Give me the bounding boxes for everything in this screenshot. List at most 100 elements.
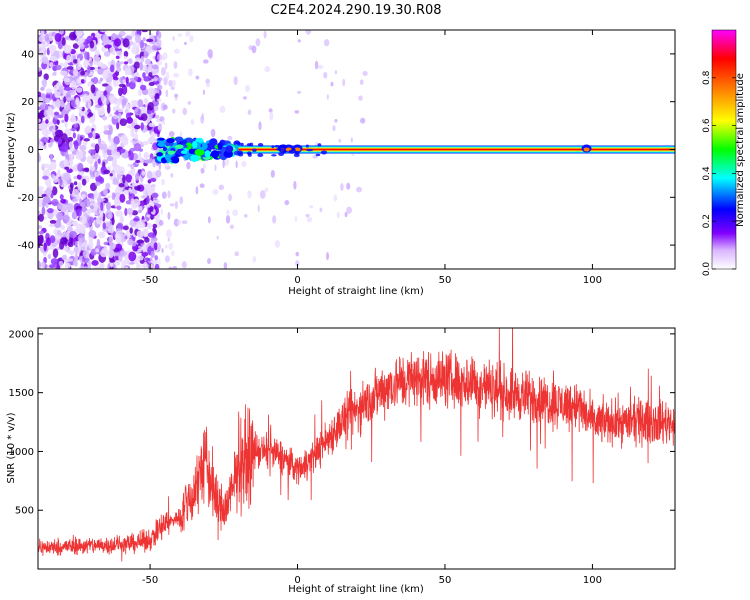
noise-speckle — [76, 106, 83, 110]
noise-speckle — [201, 112, 204, 120]
noise-speckle — [141, 219, 146, 223]
noise-speckle — [147, 86, 155, 97]
noise-speckle — [156, 53, 163, 61]
noise-speckle — [129, 147, 136, 152]
noise-speckle — [132, 183, 139, 187]
noise-speckle — [151, 64, 159, 70]
noise-speckle — [143, 159, 152, 164]
noise-speckle — [67, 136, 74, 142]
noise-speckle — [76, 78, 82, 84]
carrier-line — [238, 145, 675, 154]
noise-speckle — [46, 207, 54, 214]
carrier-blob — [257, 143, 264, 147]
noise-speckle — [284, 200, 290, 206]
noise-speckle — [188, 68, 193, 77]
noise-speckle — [76, 64, 82, 70]
spectrogram-panel: -50 0 50 100 -40 -20 0 20 40 Height of straight… — [6, 29, 676, 297]
noise-speckle — [134, 34, 142, 44]
noise-speckle — [131, 120, 135, 129]
noise-speckle — [76, 208, 82, 217]
noise-speckle — [49, 219, 57, 224]
noise-speckle — [114, 259, 121, 266]
noise-speckle — [100, 93, 105, 102]
noise-speckle — [235, 160, 238, 169]
noise-speckle — [48, 264, 56, 269]
colorbar-tick-label: 0.4 — [702, 166, 712, 181]
noise-speckle — [38, 230, 45, 235]
snr-y-ticks: 500 1000 1500 2000 — [9, 329, 675, 517]
noise-speckle — [38, 96, 44, 106]
noise-speckle — [121, 84, 128, 95]
noise-speckle — [80, 223, 87, 231]
noise-speckle — [126, 117, 133, 124]
spectrogram-y-ticks: -40 -20 0 20 40 — [18, 49, 675, 252]
noise-speckle — [202, 163, 207, 169]
noise-speckle — [258, 121, 262, 131]
noise-speckle — [116, 230, 124, 236]
noise-speckle — [38, 234, 44, 245]
noise-speckle — [82, 93, 89, 103]
snr-content — [38, 328, 675, 562]
noise-speckle — [214, 164, 217, 172]
noise-speckle — [38, 225, 43, 229]
carrier-blob — [252, 148, 257, 152]
snr-x-ticks: -50 0 50 100 — [142, 328, 602, 586]
noise-speckle — [74, 253, 78, 263]
transition-blob — [174, 144, 184, 149]
noise-speckle — [38, 260, 41, 269]
noise-speckle — [88, 149, 96, 155]
carrier-blob — [291, 148, 296, 152]
noise-speckle — [48, 223, 55, 227]
snr-y-tick-label: 500 — [15, 506, 34, 517]
noise-speckle — [306, 216, 313, 223]
noise-speckle — [80, 51, 85, 55]
noise-speckle — [69, 230, 77, 239]
colorbar-frame — [711, 29, 737, 270]
colorbar-tick-label: 0.6 — [702, 118, 712, 133]
noise-speckle — [82, 141, 88, 146]
noise-speckle — [323, 39, 330, 47]
noise-speckle — [80, 70, 86, 76]
noise-speckle — [111, 217, 115, 226]
noise-speckle — [143, 261, 148, 269]
transition-blob — [204, 150, 211, 158]
noise-speckle — [79, 144, 87, 152]
noise-speckle — [144, 237, 150, 243]
noise-speckle — [41, 78, 48, 88]
noise-speckle — [295, 251, 300, 257]
noise-speckle — [360, 117, 366, 124]
noise-speckle — [55, 64, 62, 71]
noise-speckle — [118, 148, 126, 154]
snr-y-tick-label: 1000 — [9, 447, 34, 458]
noise-speckle — [143, 50, 149, 59]
noise-speckle — [94, 66, 98, 72]
noise-speckle — [165, 89, 169, 98]
noise-speckle — [319, 207, 323, 213]
carrier-blob — [276, 147, 282, 151]
noise-speckle — [91, 259, 99, 266]
noise-speckle — [63, 77, 70, 83]
carrier-blob — [306, 148, 313, 152]
noise-speckle — [338, 138, 342, 143]
noise-speckle — [138, 254, 144, 261]
noise-speckle — [131, 177, 135, 186]
noise-speckle — [133, 124, 141, 130]
carrier-blob — [271, 154, 277, 157]
noise-speckle — [156, 98, 162, 103]
noise-speckle — [103, 125, 109, 130]
noise-speckle — [184, 41, 187, 45]
noise-speckle — [63, 86, 71, 91]
noise-speckle — [106, 155, 114, 162]
noise-speckle — [90, 165, 96, 172]
noise-speckle — [133, 61, 141, 69]
carrier-blob — [317, 143, 322, 147]
noise-speckle — [317, 64, 324, 70]
noise-speckle — [103, 130, 111, 135]
noise-speckle — [78, 239, 83, 247]
noise-speckle — [146, 222, 153, 230]
noise-speckle — [132, 242, 137, 247]
noise-speckle — [70, 116, 77, 123]
noise-speckle — [119, 215, 125, 223]
noise-speckle — [125, 200, 132, 205]
noise-speckle — [64, 113, 69, 123]
